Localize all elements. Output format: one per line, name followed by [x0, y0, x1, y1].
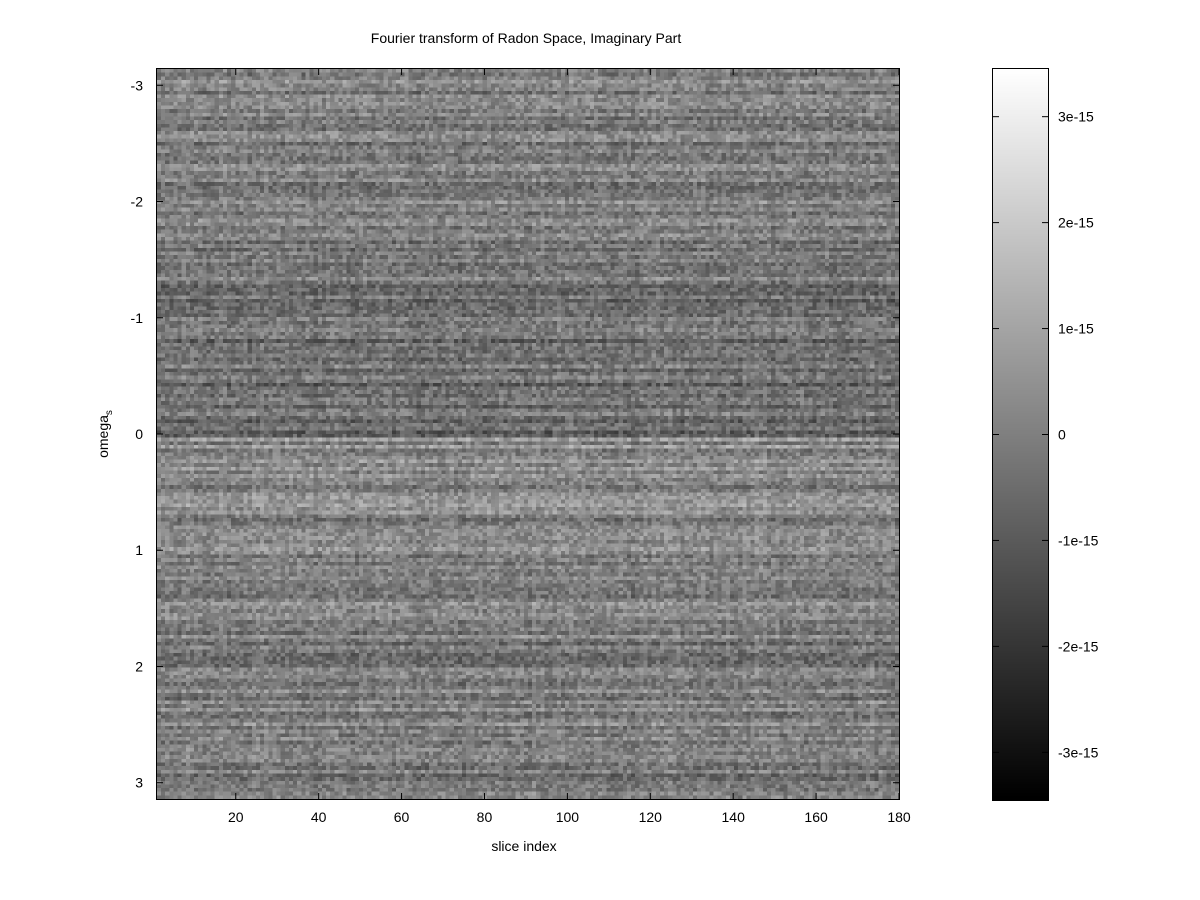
colorbar-frame — [992, 68, 1049, 801]
colorbar-ticks: 3e-15 2e-15 1e-15 0 -1e-15 -2e-15 -3e-15 — [993, 109, 1099, 760]
x-tick-label: 60 — [394, 809, 410, 825]
y-tick-label: 2 — [135, 658, 143, 674]
y-tick-label: -3 — [131, 77, 144, 93]
heatmap-image — [157, 69, 899, 799]
x-tick-label: 180 — [887, 809, 911, 825]
y-tick-label: -2 — [131, 194, 144, 210]
y-axis-label: omegas — [95, 410, 115, 458]
x-tick-label: 120 — [639, 809, 663, 825]
colorbar-tick-label: -1e-15 — [1058, 532, 1099, 548]
colorbar-tick-label: 3e-15 — [1058, 109, 1094, 125]
x-axis-ticks: 20 40 60 80 100 120 140 160 180 — [228, 69, 911, 825]
colorbar-tick-label: -2e-15 — [1058, 638, 1099, 654]
colorbar-gradient — [993, 69, 1048, 800]
y-axis-label-subscript: s — [104, 410, 115, 415]
plot-frame — [156, 68, 900, 800]
chart-title: Fourier transform of Radon Space, Imagin… — [371, 30, 682, 46]
y-tick-label: -1 — [131, 310, 144, 326]
x-tick-label: 160 — [804, 809, 828, 825]
colorbar-tick-label: -3e-15 — [1058, 744, 1099, 760]
y-tick-label: 3 — [135, 775, 143, 791]
x-axis-label: slice index — [491, 838, 556, 854]
y-tick-label: 1 — [135, 542, 143, 558]
y-axis-label-main: omega — [95, 415, 111, 458]
colorbar-tick-label: 1e-15 — [1058, 321, 1094, 337]
x-tick-label: 40 — [311, 809, 327, 825]
y-axis-ticks: -3 -2 -1 0 1 2 3 — [131, 77, 899, 791]
colorbar-tick-label: 0 — [1058, 427, 1066, 443]
x-tick-label: 100 — [556, 809, 580, 825]
x-tick-label: 140 — [722, 809, 746, 825]
colorbar-tick-label: 2e-15 — [1058, 215, 1094, 231]
x-tick-label: 20 — [228, 809, 244, 825]
y-tick-label: 0 — [135, 426, 143, 442]
x-tick-label: 80 — [477, 809, 493, 825]
